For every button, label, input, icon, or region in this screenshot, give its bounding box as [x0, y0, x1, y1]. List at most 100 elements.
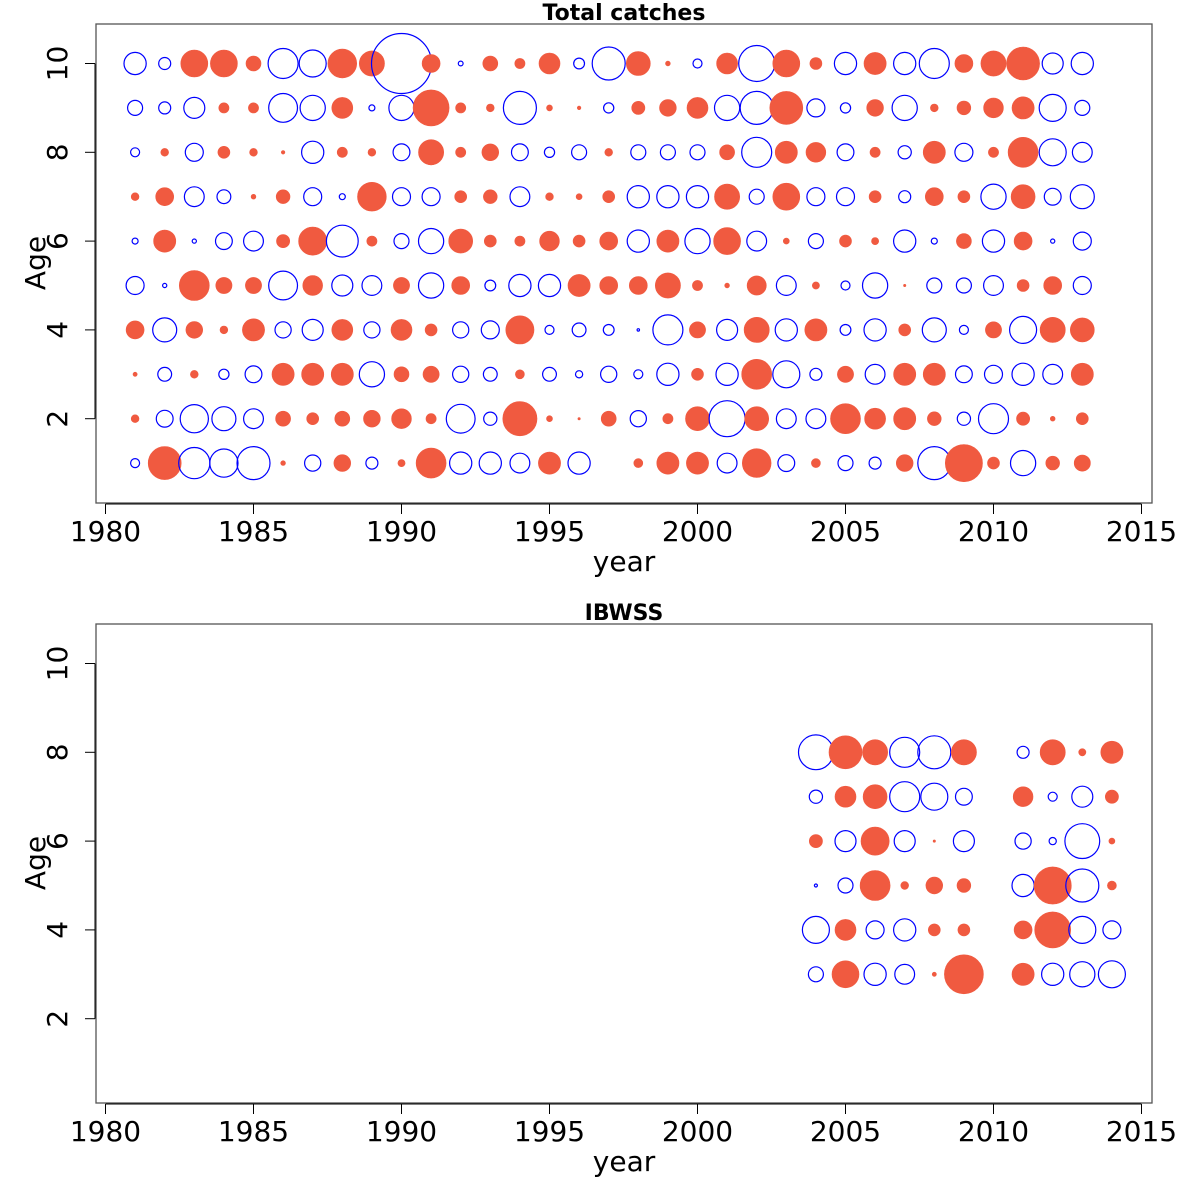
positive-residual-bubble — [716, 52, 738, 75]
positive-residual-bubble — [357, 182, 387, 212]
y-axis: 2 4 6 8 10 — [41, 46, 96, 428]
negative-residual-bubble — [656, 184, 680, 209]
positive-residual-bubble — [538, 451, 561, 475]
negative-residual-bubble — [158, 56, 172, 71]
negative-residual-bubble — [1064, 823, 1101, 860]
negative-residual-bubble — [808, 789, 824, 804]
negative-residual-bubble — [893, 829, 916, 853]
positive-residual-bubble — [397, 459, 406, 467]
positive-residual-bubble — [625, 51, 651, 76]
negative-residual-bubble — [417, 227, 445, 255]
plot-frame — [95, 23, 1153, 504]
positive-residual-bubble — [602, 190, 616, 203]
positive-residual-bubble — [334, 410, 351, 427]
negative-residual-bubble — [301, 140, 325, 164]
negative-residual-bubble — [268, 92, 299, 123]
negative-residual-bubble — [715, 362, 739, 386]
negative-residual-bubble — [218, 368, 230, 380]
positive-residual-bubble — [922, 362, 946, 386]
positive-residual-bubble — [336, 146, 348, 158]
negative-residual-bubble — [809, 367, 823, 381]
positive-residual-bubble — [424, 323, 438, 337]
negative-residual-bubble — [958, 324, 970, 335]
positive-residual-bubble — [160, 148, 169, 157]
negative-residual-bubble — [361, 275, 383, 297]
negative-residual-bubble — [797, 734, 834, 771]
positive-residual-bubble — [1007, 137, 1039, 168]
y-axis-label: Age — [19, 236, 52, 290]
x-tick-label: 2000 — [662, 515, 733, 548]
negative-residual-bubble — [325, 224, 359, 258]
positive-residual-bubble — [746, 275, 767, 296]
negative-residual-bubble — [807, 233, 825, 250]
positive-residual-bubble — [957, 923, 971, 937]
negative-residual-bubble — [685, 184, 710, 209]
negative-residual-bubble — [449, 451, 473, 475]
positive-residual-bubble — [925, 876, 943, 895]
positive-residual-bubble — [330, 362, 354, 386]
negative-residual-bubble — [708, 400, 746, 438]
negative-residual-bubble — [303, 187, 323, 207]
negative-residual-bubble — [926, 277, 943, 294]
negative-residual-bubble — [1043, 187, 1062, 206]
y-tick-label: 8 — [41, 143, 74, 161]
negative-residual-bubble — [840, 280, 851, 291]
x-tick-label: 1990 — [366, 515, 437, 548]
negative-residual-bubble — [421, 187, 441, 207]
positive-residual-bubble — [1070, 317, 1095, 343]
negative-residual-bubble — [1014, 832, 1032, 850]
negative-residual-bubble — [715, 318, 739, 341]
positive-residual-bubble — [271, 362, 295, 386]
x-tick-label: 1990 — [366, 1115, 437, 1148]
positive-residual-bubble — [575, 193, 583, 200]
positive-residual-bubble — [482, 55, 499, 72]
positive-residual-bubble — [422, 365, 440, 383]
positive-residual-bubble — [333, 454, 351, 472]
negative-residual-bubble — [738, 44, 776, 83]
negative-residual-bubble — [130, 458, 141, 469]
positive-residual-bubble — [280, 460, 286, 466]
negative-residual-bubble — [629, 410, 648, 428]
positive-residual-bubble — [130, 414, 140, 423]
positive-residual-bubble — [245, 277, 262, 294]
positive-residual-bubble — [944, 954, 984, 995]
negative-residual-bubble — [930, 237, 938, 245]
positive-residual-bubble — [957, 190, 971, 203]
y-tick-label: 4 — [41, 321, 74, 339]
positive-residual-bubble — [685, 406, 710, 432]
negative-residual-bubble — [920, 782, 949, 811]
positive-residual-bubble — [956, 878, 972, 893]
positive-residual-bubble — [927, 411, 942, 426]
negative-residual-bubble — [1071, 141, 1093, 163]
negative-residual-bubble — [1038, 138, 1067, 167]
positive-residual-bubble — [454, 190, 468, 203]
negative-residual-bubble — [183, 96, 206, 120]
negative-residual-bubble — [656, 362, 680, 386]
negative-residual-bubble — [393, 233, 410, 250]
positive-residual-bubble — [1006, 46, 1040, 81]
x-tick-label: 1985 — [218, 515, 289, 548]
positive-residual-bubble — [656, 229, 680, 253]
positive-residual-bubble — [367, 148, 377, 157]
positive-residual-bubble — [812, 281, 820, 290]
positive-residual-bubble — [599, 231, 619, 251]
positive-residual-bubble — [448, 228, 474, 254]
positive-residual-bubble — [903, 283, 907, 287]
positive-residual-bubble — [125, 320, 145, 340]
y-tick-label: 10 — [41, 46, 74, 82]
negative-residual-bubble — [775, 275, 797, 297]
x-tick-label: 1980 — [70, 1115, 141, 1148]
negative-residual-bubble — [211, 406, 237, 432]
negative-residual-bubble — [893, 51, 917, 76]
negative-residual-bubble — [184, 142, 204, 162]
negative-residual-bubble — [130, 147, 141, 158]
y-axis-label: Age — [19, 836, 52, 890]
x-axis-label: year — [593, 1145, 656, 1178]
positive-residual-bubble — [830, 403, 861, 435]
negative-residual-bubble — [510, 143, 529, 162]
positive-residual-bubble — [662, 413, 674, 425]
x-tick-label: 1995 — [514, 515, 585, 548]
negative-residual-bubble — [868, 456, 882, 470]
negative-residual-bubble — [358, 361, 386, 388]
